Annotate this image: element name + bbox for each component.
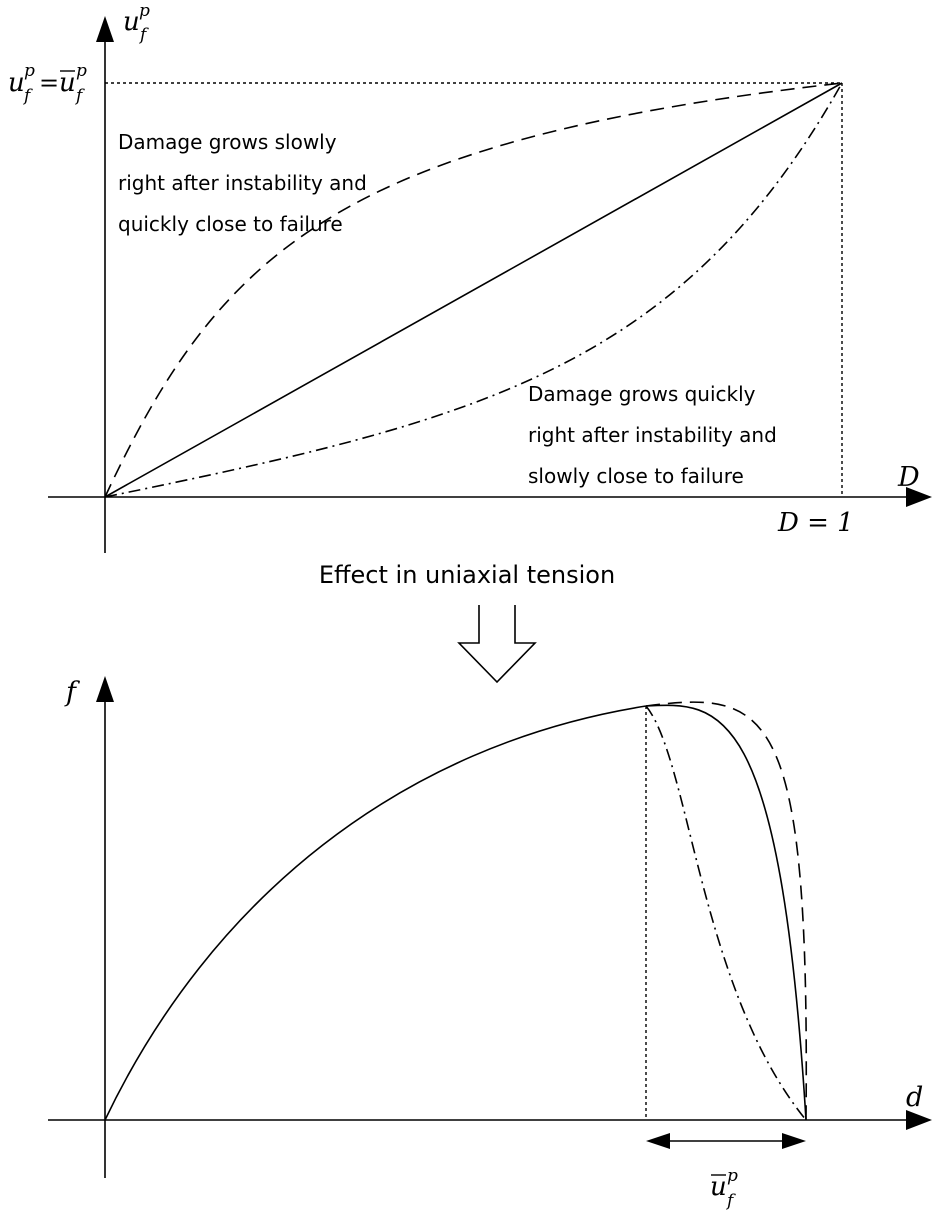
svg-text:f: f bbox=[725, 1191, 736, 1211]
bottom-x-axis-arrowhead bbox=[906, 1110, 932, 1130]
down-arrow-icon bbox=[457, 605, 537, 684]
bottom-y-axis-arrowhead bbox=[96, 676, 114, 702]
svg-text:u: u bbox=[8, 68, 25, 98]
svg-text:right after instability and: right after instability and bbox=[118, 171, 367, 195]
bottom-y-axis-label: f bbox=[64, 677, 80, 708]
svg-text:Damage grows slowly: Damage grows slowly bbox=[118, 130, 337, 154]
top-x-axis-arrowhead bbox=[906, 487, 932, 507]
svg-text:slowly close to failure: slowly close to failure bbox=[528, 464, 744, 488]
bottom-plot: f d u f p bbox=[48, 676, 932, 1211]
svg-text:right after instability and: right after instability and bbox=[528, 423, 777, 447]
svg-text:p: p bbox=[24, 61, 35, 81]
bottom-solid-softening-curve bbox=[645, 704, 807, 1121]
top-dashed-curve bbox=[104, 82, 843, 498]
top-y-axis-label: u f p bbox=[123, 1, 150, 45]
svg-text:f: f bbox=[74, 86, 85, 106]
bottom-dashed-softening-curve bbox=[645, 701, 808, 1121]
top-plot: u f p u f p = u f p D D = 1 Damage grows… bbox=[8, 1, 932, 553]
svg-text:p: p bbox=[727, 1166, 738, 1186]
svg-text:f: f bbox=[22, 86, 33, 106]
top-x-axis-label: D bbox=[897, 462, 920, 493]
bottom-x-axis-label: d bbox=[906, 1082, 923, 1113]
top-y-tick-label: u f p = u f p bbox=[8, 61, 87, 106]
svg-text:Damage grows quickly: Damage grows quickly bbox=[528, 382, 756, 406]
svg-text:=: = bbox=[39, 69, 59, 97]
bottom-dashdot-softening-curve bbox=[645, 705, 807, 1121]
svg-text:quickly close to failure: quickly close to failure bbox=[118, 212, 343, 236]
top-note-lower: Damage grows quickly right after instabi… bbox=[528, 382, 777, 488]
top-dashdot-curve bbox=[104, 82, 843, 498]
top-linear-curve bbox=[104, 82, 843, 498]
bottom-dimension-left-arrowhead bbox=[646, 1133, 670, 1149]
svg-text:u: u bbox=[123, 7, 140, 37]
bottom-hardening-curve bbox=[104, 705, 647, 1121]
top-note-upper: Damage grows slowly right after instabil… bbox=[118, 130, 367, 236]
svg-text:u: u bbox=[710, 1172, 727, 1202]
bottom-dimension-label: u f p bbox=[710, 1166, 738, 1211]
svg-text:p: p bbox=[139, 1, 150, 21]
bottom-dimension-right-arrowhead bbox=[782, 1133, 806, 1149]
svg-text:f: f bbox=[138, 25, 149, 45]
top-y-axis-arrowhead bbox=[96, 16, 114, 42]
top-x-tick-label: D = 1 bbox=[777, 508, 854, 538]
caption-effect-in-uniaxial-tension: Effect in uniaxial tension bbox=[319, 561, 615, 589]
svg-text:p: p bbox=[76, 61, 87, 81]
svg-text:u: u bbox=[59, 68, 76, 98]
